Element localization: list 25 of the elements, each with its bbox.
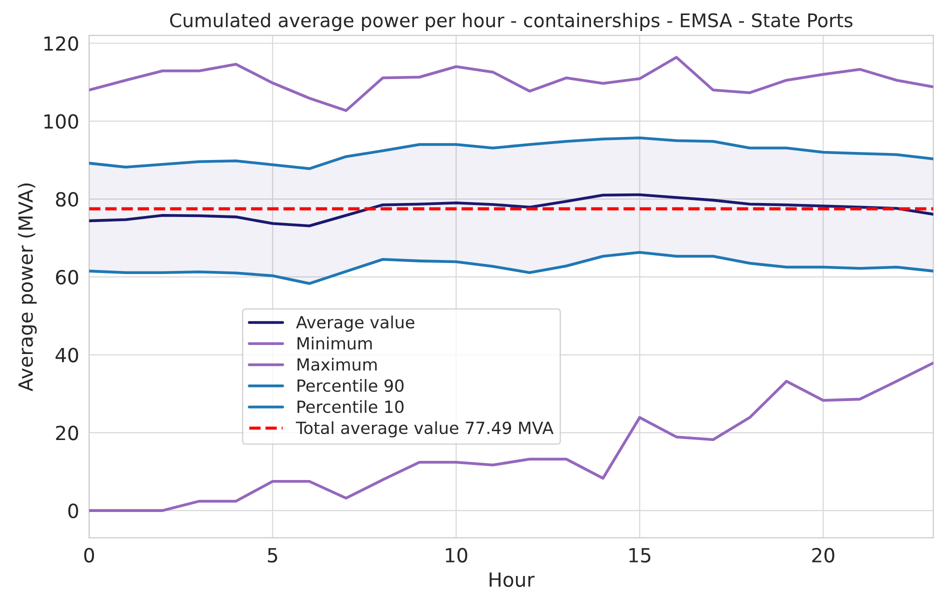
line-series — [89, 193, 934, 228]
x-tick-label: 0 — [84, 548, 94, 563]
x-tick-label: 15 — [629, 548, 650, 563]
legend-label: Percentile 10 — [298, 400, 404, 414]
legend-label: Maximum — [298, 358, 377, 371]
x-tick-label: 20 — [812, 548, 834, 563]
legend-label: Percentile 90 — [298, 379, 404, 392]
y-tick-label: 40 — [56, 348, 78, 362]
chart-title: Cumulated average power per hour - containerships - EMSA - State Ports — [170, 12, 852, 32]
line-series — [89, 56, 934, 112]
legend-label: Average value — [296, 316, 414, 332]
y-tick-label: 100 — [44, 114, 78, 129]
y-tick-label: 60 — [56, 270, 78, 285]
y-tick-label: 20 — [56, 426, 78, 440]
line-series — [89, 250, 934, 285]
y-tick-label: 0 — [68, 504, 78, 518]
y-tick-label: 120 — [44, 36, 78, 51]
x-tick-label: 10 — [446, 548, 468, 563]
legend-label: Minimum — [298, 336, 372, 350]
x-tick-label: 5 — [268, 548, 278, 563]
y-tick-label: 80 — [56, 192, 78, 207]
legend-label: Total average value 77.49 MVA — [296, 421, 554, 438]
line-series — [89, 136, 934, 170]
x-axis-title: Hour — [490, 572, 535, 587]
y-axis-title: Average power (MVA) — [18, 184, 37, 392]
